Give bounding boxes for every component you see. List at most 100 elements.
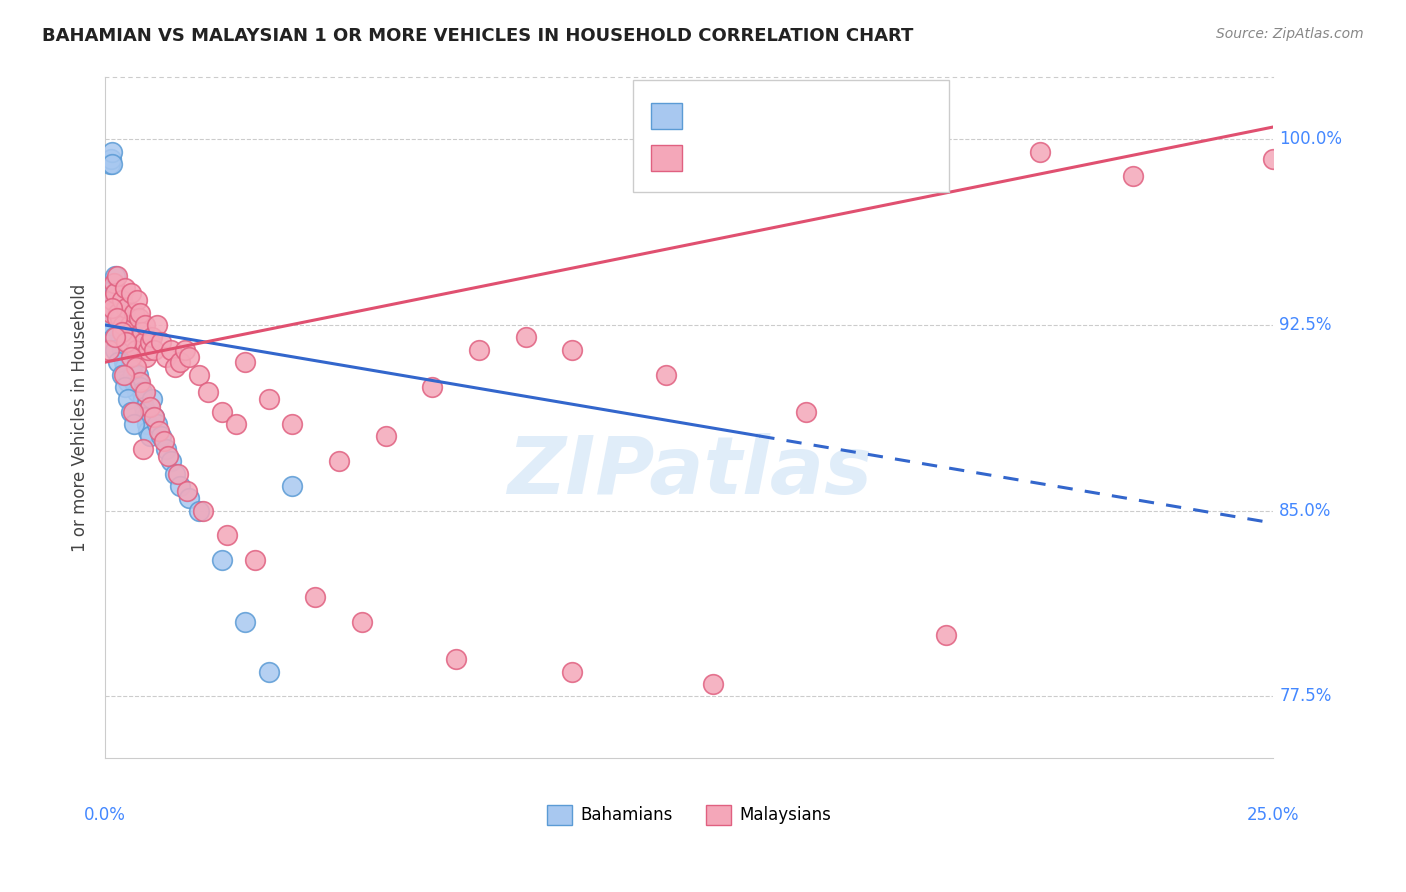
Point [122,417,145,431]
Point [124,343,146,357]
Point [136,343,159,357]
Point [150,429,173,443]
Point [215,528,238,542]
Point [145,417,167,431]
Point [105,310,128,325]
Point [136,425,159,439]
Point [114,380,136,394]
Point [197,384,219,399]
Point [100,152,122,166]
Point [131,384,153,399]
Point [243,553,266,567]
Point [420,380,443,394]
Y-axis label: 1 or more Vehicles in Household: 1 or more Vehicles in Household [72,284,89,552]
Point [155,442,177,456]
Point [1028,145,1050,159]
Point [127,368,149,382]
Point [135,350,157,364]
Point [108,330,131,344]
Point [98,157,121,171]
Point [143,409,166,424]
Point [117,335,139,350]
Point [152,434,174,449]
Point [794,405,817,419]
Point [108,310,131,325]
Point [225,417,247,431]
Point [165,467,187,481]
Point [141,330,163,344]
Point [136,417,159,431]
Point [561,665,583,679]
Point [132,400,155,414]
Point [131,392,153,407]
Point [155,350,177,364]
Point [125,293,148,308]
Point [108,335,131,350]
Point [129,380,152,394]
Point [138,335,160,350]
Point [104,268,127,283]
Point [103,293,125,308]
Point [124,360,146,375]
Point [141,392,163,407]
Point [104,343,127,357]
Point [115,301,138,315]
Point [115,368,138,382]
Point [444,652,467,666]
Text: 77.5%: 77.5% [1279,688,1331,706]
Point [143,343,166,357]
Point [193,504,215,518]
Point [176,483,198,498]
Point [114,360,136,375]
Point [97,343,120,357]
Point [211,553,233,567]
Point [121,330,143,344]
Point [103,330,125,344]
Text: ZIPatlas: ZIPatlas [506,434,872,511]
Point [1122,169,1144,184]
Point [561,343,583,357]
Point [135,409,157,424]
Point [159,454,181,468]
Point [118,318,141,332]
Point [124,380,146,394]
Point [107,301,129,315]
Point [117,330,139,344]
Point [103,330,125,344]
Point [187,368,209,382]
Point [165,360,187,375]
Point [702,677,724,691]
Point [235,615,257,629]
Point [101,157,124,171]
Point [132,335,155,350]
Point [169,479,191,493]
Point [134,405,156,419]
Point [107,355,129,369]
Point [115,335,138,350]
Point [179,350,201,364]
Point [103,276,125,290]
Point [110,326,132,340]
Text: 100.0%: 100.0% [1279,130,1343,148]
Point [121,360,143,375]
Point [935,627,957,641]
Point [104,285,127,300]
Point [111,350,134,364]
Point [97,306,120,320]
Point [105,310,128,325]
Point [112,355,135,369]
Point [374,429,396,443]
Point [159,343,181,357]
Point [281,417,304,431]
Point [110,368,132,382]
Point [122,375,145,389]
Point [281,479,304,493]
Point [211,405,233,419]
Point [100,306,122,320]
Point [1263,152,1285,166]
Point [100,318,122,332]
Point [143,409,166,424]
Point [117,343,139,357]
Point [655,368,678,382]
Point [468,343,491,357]
